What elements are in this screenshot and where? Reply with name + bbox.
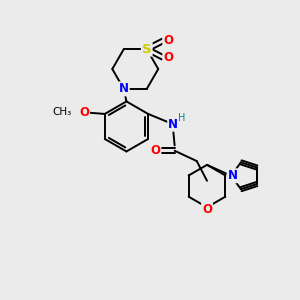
Text: O: O [202, 202, 212, 215]
Text: O: O [79, 106, 89, 119]
Text: H: H [178, 113, 185, 123]
Text: S: S [142, 43, 152, 56]
Text: O: O [163, 34, 173, 47]
Text: CH₃: CH₃ [52, 107, 72, 118]
Text: N: N [228, 169, 238, 182]
Text: N: N [119, 82, 129, 95]
Text: N: N [168, 118, 178, 131]
Text: O: O [151, 144, 160, 157]
Text: O: O [163, 51, 173, 64]
